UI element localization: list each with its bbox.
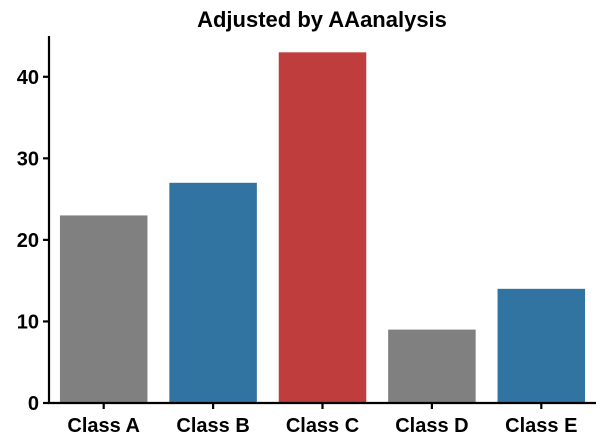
y-tick-label: 40 bbox=[17, 67, 39, 89]
bar-class-c bbox=[278, 52, 367, 404]
y-tick-label: 20 bbox=[17, 230, 39, 252]
chart-title: Adjusted by AAanalysis bbox=[197, 7, 447, 32]
y-axis-ticks: 0 10 20 30 40 bbox=[17, 67, 49, 415]
y-tick-label: 0 bbox=[28, 393, 39, 415]
bars-layer bbox=[59, 52, 586, 404]
bar-class-a bbox=[59, 215, 148, 403]
bar-class-b bbox=[169, 182, 257, 403]
y-tick-label: 10 bbox=[17, 311, 39, 333]
x-tick-label: Class A bbox=[67, 415, 140, 437]
y-tick-label: 30 bbox=[17, 148, 39, 170]
x-tick-label: Class D bbox=[395, 415, 468, 437]
x-tick-label: Class B bbox=[176, 415, 249, 437]
x-tick-label: Class E bbox=[505, 415, 577, 437]
x-tick-label: Class C bbox=[286, 415, 359, 437]
x-axis-ticks: Class A Class B Class C Class D Class E bbox=[67, 403, 577, 437]
bar-class-d bbox=[388, 329, 476, 403]
bar-class-e bbox=[497, 288, 586, 403]
